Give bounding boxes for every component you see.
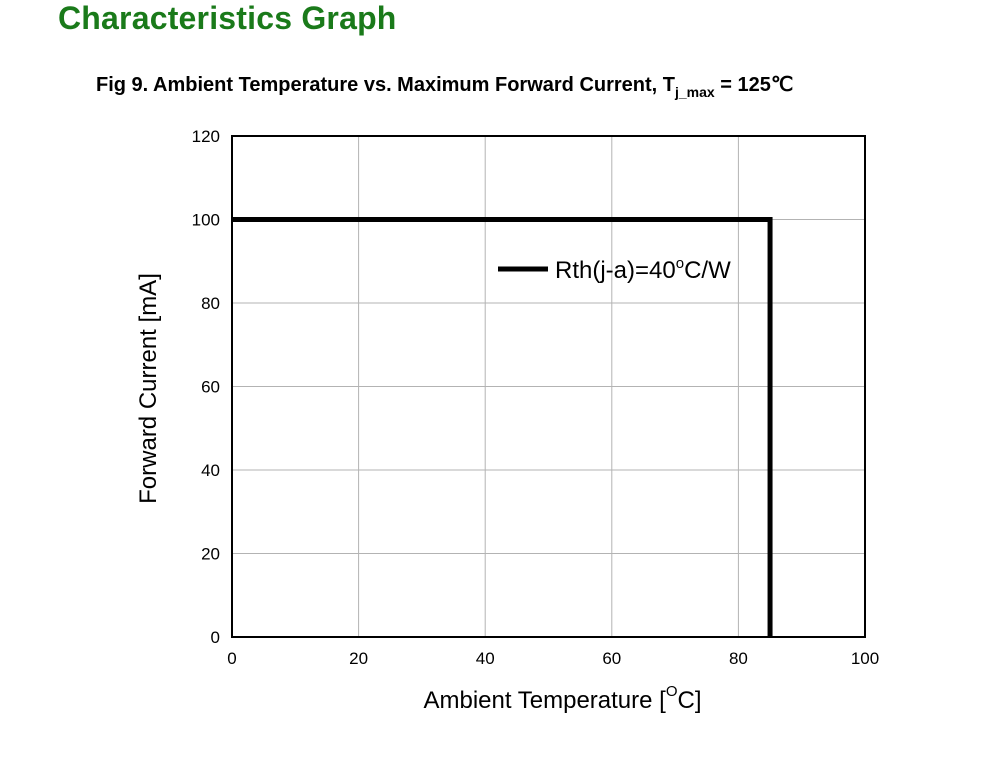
x-tick-label: 0: [227, 649, 236, 668]
y-tick-label: 120: [192, 127, 220, 146]
x-tick-label: 40: [476, 649, 495, 668]
series-lines: [232, 217, 773, 637]
x-axis-label-sup: O: [666, 683, 678, 700]
y-tick-labels: 0 20 40 60 80 100 120: [192, 127, 220, 647]
y-tick-label: 20: [201, 545, 220, 564]
y-tick-label: 80: [201, 294, 220, 313]
x-tick-label: 60: [602, 649, 621, 668]
figure-title: Fig 9. Ambient Temperature vs. Maximum F…: [96, 72, 793, 100]
y-tick-label: 100: [192, 211, 220, 230]
y-tick-label: 0: [211, 628, 220, 647]
legend-label-sup: o: [676, 255, 684, 272]
y-tick-label: 60: [201, 378, 220, 397]
section-title: Characteristics Graph: [58, 0, 397, 36]
series-line: [232, 217, 773, 637]
y-axis-label: Forward Current [mA]: [135, 273, 162, 504]
x-tick-label: 100: [851, 649, 879, 668]
figure-title-main: Fig 9. Ambient Temperature vs. Maximum F…: [96, 74, 675, 96]
x-axis-label-tail: C]: [678, 687, 702, 714]
legend-label-main: Rth(j-a)=40: [555, 257, 676, 284]
legend-label-tail: C/W: [684, 257, 731, 284]
legend: Rth(j-a)=40oC/W: [498, 255, 731, 284]
legend-label: Rth(j-a)=40oC/W: [555, 255, 731, 284]
x-axis-label: Ambient Temperature [OC]: [423, 683, 701, 714]
x-tick-labels: 0 20 40 60 80 100: [227, 649, 879, 668]
figure-title-tail: = 125℃: [714, 74, 794, 96]
x-tick-label: 80: [729, 649, 748, 668]
figure-title-subscript: j_max: [675, 84, 715, 100]
plot-frame: [231, 135, 866, 638]
x-tick-label: 20: [349, 649, 368, 668]
x-axis-label-main: Ambient Temperature [: [423, 687, 666, 714]
y-tick-label: 40: [201, 461, 220, 480]
